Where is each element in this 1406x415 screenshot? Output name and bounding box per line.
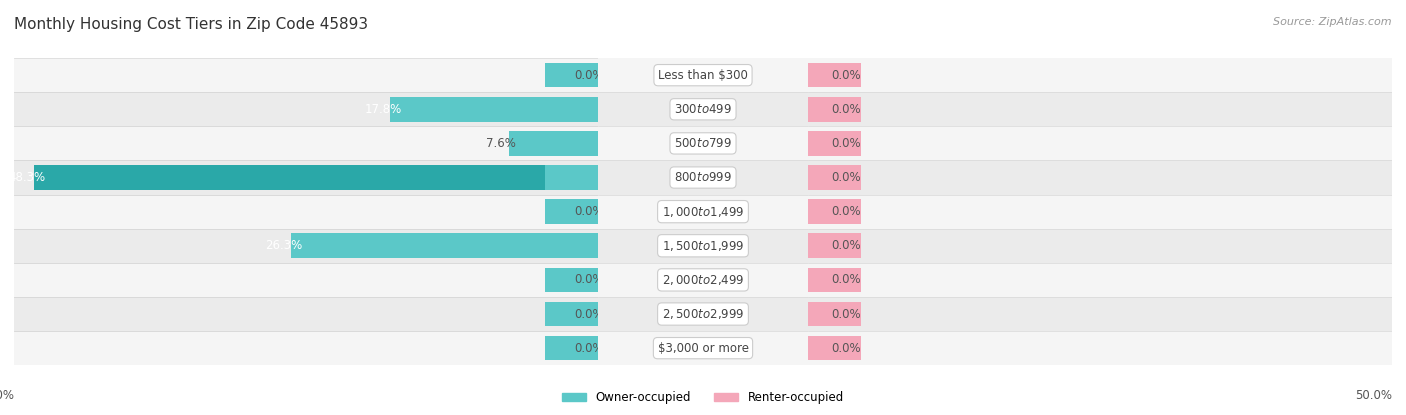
Text: $2,000 to $2,499: $2,000 to $2,499 <box>662 273 744 287</box>
Bar <box>808 63 860 88</box>
Text: 0.0%: 0.0% <box>575 273 605 286</box>
Bar <box>34 165 598 190</box>
Bar <box>808 195 1392 229</box>
Bar <box>808 58 1392 92</box>
Text: 50.0%: 50.0% <box>0 389 14 402</box>
Bar <box>14 297 598 331</box>
Bar <box>14 331 598 365</box>
Text: Monthly Housing Cost Tiers in Zip Code 45893: Monthly Housing Cost Tiers in Zip Code 4… <box>14 17 368 32</box>
Text: 0.0%: 0.0% <box>831 342 860 355</box>
Bar <box>546 97 598 122</box>
Text: 0.0%: 0.0% <box>831 171 860 184</box>
Text: $300 to $499: $300 to $499 <box>673 103 733 116</box>
Bar <box>598 126 808 161</box>
Bar <box>808 263 1392 297</box>
Text: 0.0%: 0.0% <box>575 68 605 82</box>
Bar <box>598 161 808 195</box>
Bar <box>808 268 860 292</box>
Bar <box>14 126 598 161</box>
Bar <box>546 234 598 258</box>
Text: 0.0%: 0.0% <box>831 205 860 218</box>
Text: 0.0%: 0.0% <box>831 103 860 116</box>
Bar <box>808 165 860 190</box>
Bar <box>598 195 808 229</box>
Bar <box>546 165 598 190</box>
Bar <box>546 268 598 292</box>
Text: 7.6%: 7.6% <box>486 137 516 150</box>
Text: 0.0%: 0.0% <box>831 68 860 82</box>
Bar <box>14 92 598 126</box>
Bar <box>291 234 598 258</box>
Bar <box>14 229 598 263</box>
Legend: Owner-occupied, Renter-occupied: Owner-occupied, Renter-occupied <box>558 387 848 409</box>
Bar <box>808 92 1392 126</box>
Bar <box>14 263 598 297</box>
Bar <box>808 131 860 156</box>
Text: 48.3%: 48.3% <box>8 171 45 184</box>
Text: $500 to $799: $500 to $799 <box>673 137 733 150</box>
Bar <box>389 97 598 122</box>
Bar <box>14 58 598 92</box>
Bar <box>808 297 1392 331</box>
Text: 0.0%: 0.0% <box>831 308 860 320</box>
Bar <box>598 229 808 263</box>
Text: $2,500 to $2,999: $2,500 to $2,999 <box>662 307 744 321</box>
Bar <box>808 199 860 224</box>
Text: 0.0%: 0.0% <box>575 308 605 320</box>
Bar <box>546 199 598 224</box>
Bar <box>598 92 808 126</box>
Bar <box>598 263 808 297</box>
Bar <box>808 302 860 326</box>
Bar <box>546 131 598 156</box>
Bar <box>808 336 860 360</box>
Text: 0.0%: 0.0% <box>575 205 605 218</box>
Bar <box>14 195 598 229</box>
Bar <box>598 58 808 92</box>
Bar <box>808 234 860 258</box>
Bar <box>14 161 598 195</box>
Text: $800 to $999: $800 to $999 <box>673 171 733 184</box>
Bar <box>546 336 598 360</box>
Text: 26.3%: 26.3% <box>266 239 302 252</box>
Bar <box>808 161 1392 195</box>
Bar <box>808 331 1392 365</box>
Bar <box>509 131 598 156</box>
Bar <box>808 126 1392 161</box>
Text: 50.0%: 50.0% <box>1355 389 1392 402</box>
Text: $1,000 to $1,499: $1,000 to $1,499 <box>662 205 744 219</box>
Text: $3,000 or more: $3,000 or more <box>658 342 748 355</box>
Text: 0.0%: 0.0% <box>831 239 860 252</box>
Bar <box>598 331 808 365</box>
Bar <box>598 297 808 331</box>
Text: 17.8%: 17.8% <box>364 103 402 116</box>
Bar <box>808 229 1392 263</box>
Text: $1,500 to $1,999: $1,500 to $1,999 <box>662 239 744 253</box>
Text: 0.0%: 0.0% <box>831 137 860 150</box>
Text: 0.0%: 0.0% <box>575 342 605 355</box>
Bar <box>546 302 598 326</box>
Bar <box>546 63 598 88</box>
Text: 0.0%: 0.0% <box>831 273 860 286</box>
Bar <box>808 97 860 122</box>
Text: Less than $300: Less than $300 <box>658 68 748 82</box>
Text: Source: ZipAtlas.com: Source: ZipAtlas.com <box>1274 17 1392 27</box>
